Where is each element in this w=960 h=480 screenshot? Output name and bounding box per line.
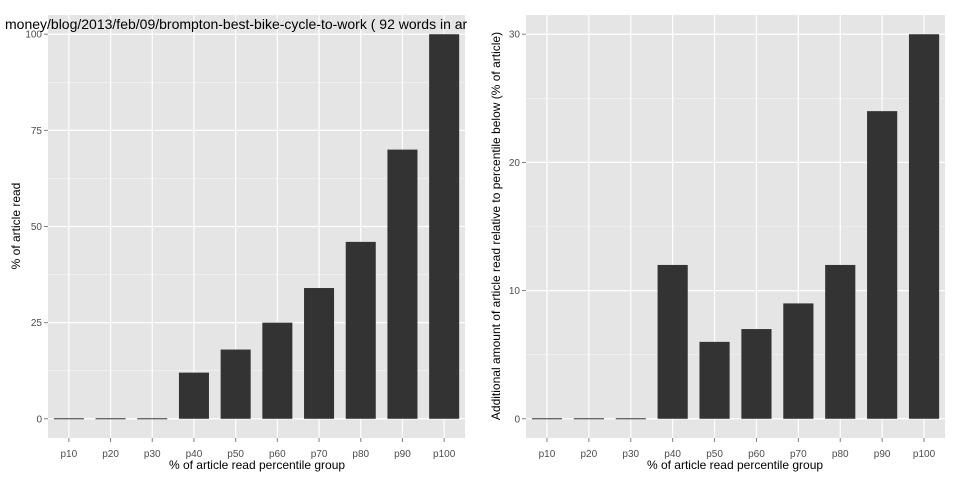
bar-p50: [699, 341, 730, 419]
y-axis-title: Additional amount of article read relati…: [489, 32, 503, 420]
x-tick-label-p40: p40: [186, 449, 203, 460]
x-tick-label-p10: p10: [539, 449, 556, 460]
x-tick-label-p20: p20: [102, 449, 119, 460]
x-tick-label-p30: p30: [144, 449, 161, 460]
bar-p80: [825, 264, 856, 419]
y-tick-label: 100: [25, 30, 42, 41]
y-tick-label: 75: [31, 126, 43, 137]
bar-p30: [615, 418, 646, 420]
bar-p70: [783, 303, 814, 419]
y-axis-title: % of article read: [9, 183, 23, 270]
bar-p10: [53, 418, 84, 420]
bar-p20: [573, 418, 604, 420]
x-tick-label-p10: p10: [61, 449, 78, 460]
x-tick-label-p20: p20: [581, 449, 598, 460]
bar-p40: [657, 264, 688, 419]
chart-title: money/blog/2013/feb/09/brompton-best-bik…: [5, 16, 468, 32]
y-tick-label: 30: [509, 30, 521, 41]
x-axis-title: % of article read percentile group: [647, 458, 823, 472]
x-tick-label-p80: p80: [832, 449, 849, 460]
bar-p50: [220, 349, 251, 419]
x-tick-label-p70: p70: [311, 449, 328, 460]
y-tick-label: 10: [509, 286, 521, 297]
bar-p80: [345, 241, 376, 419]
bar-p20: [95, 418, 126, 420]
bar-p70: [304, 288, 335, 419]
bar-p60: [741, 329, 772, 419]
y-tick-label: 0: [36, 414, 42, 425]
x-tick-label-p50: p50: [706, 449, 723, 460]
left-chart: 0 25 50 75 100 p10 p20 p30 p40 p50 p60 p70 p80 p90 p10…: [5, 15, 468, 472]
bar-p30: [137, 418, 168, 420]
x-tick-label-p100: p100: [913, 449, 936, 460]
y-tick-label: 25: [31, 318, 43, 329]
x-tick-label-p40: p40: [664, 449, 681, 460]
x-tick-label-p50: p50: [227, 449, 244, 460]
x-axis-title: % of article read percentile group: [169, 458, 345, 472]
y-tick-label: 20: [509, 158, 521, 169]
bar-p60: [262, 322, 293, 419]
bar-p10: [531, 418, 563, 420]
right-chart: 0 10 20 30 p10 p20 p30 p40 p50 p60 p70 p80 p90 p100 % …: [489, 15, 945, 472]
bar-p100: [908, 34, 940, 419]
x-tick-label-p70: p70: [790, 449, 807, 460]
x-tick-label-p60: p60: [269, 449, 286, 460]
x-tick-label-p100: p100: [433, 449, 456, 460]
y-tick-label: 50: [31, 222, 43, 233]
x-tick-label-p80: p80: [352, 449, 369, 460]
x-tick-label-p90: p90: [394, 449, 411, 460]
x-tick-label-p60: p60: [748, 449, 765, 460]
bar-p90: [387, 149, 418, 419]
x-tick-label-p30: p30: [622, 449, 639, 460]
bar-p40: [178, 372, 209, 419]
bar-p90: [867, 111, 898, 419]
bar-p100: [429, 34, 460, 419]
x-tick-label-p90: p90: [874, 449, 891, 460]
y-tick-label: 0: [514, 414, 520, 425]
